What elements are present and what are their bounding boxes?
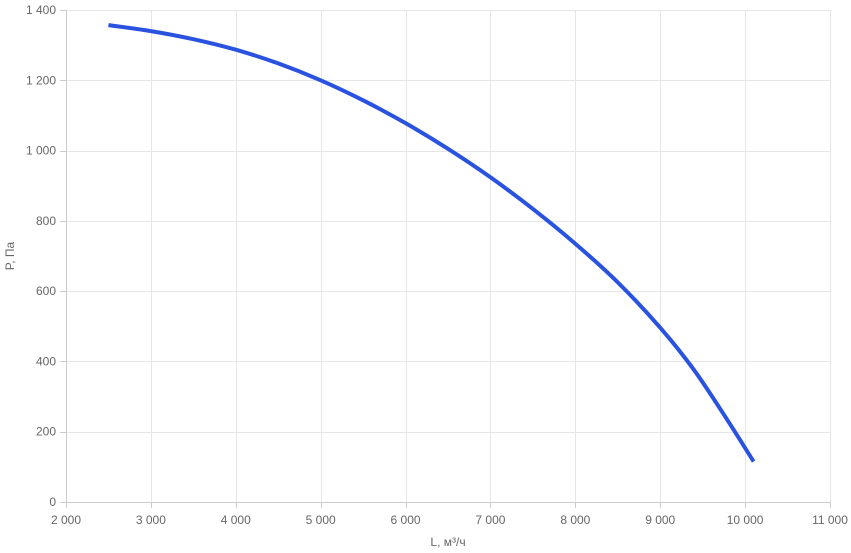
x-axis-title: L, м³/ч xyxy=(430,535,465,549)
y-axis-ticks: 0 200 400 600 800 1 000 1 200 1 400 xyxy=(26,3,66,509)
series-group xyxy=(108,23,756,463)
series-line xyxy=(108,23,756,463)
x-tick-label: 7 000 xyxy=(475,513,505,527)
x-tick-label: 10 000 xyxy=(727,513,764,527)
x-tick-label: 5 000 xyxy=(306,513,336,527)
x-tick-label: 3 000 xyxy=(136,513,166,527)
y-tick-label: 400 xyxy=(36,354,56,368)
y-tick-label: 800 xyxy=(36,214,56,228)
axes xyxy=(66,10,830,503)
y-tick-label: 1 200 xyxy=(26,73,56,87)
grid xyxy=(66,10,831,502)
x-tick-label: 8 000 xyxy=(560,513,590,527)
y-tick-label: 1 400 xyxy=(26,3,56,17)
x-axis-ticks: 2 000 3 000 4 000 5 000 6 000 7 000 8 000 9 000… xyxy=(51,502,848,527)
x-tick-label: 9 000 xyxy=(645,513,675,527)
x-tick-label: 4 000 xyxy=(221,513,251,527)
x-tick-label: 11 000 xyxy=(812,513,848,527)
y-tick-label: 200 xyxy=(36,425,56,439)
x-tick-label: 6 000 xyxy=(391,513,421,527)
y-tick-label: 600 xyxy=(36,284,56,298)
y-tick-label: 0 xyxy=(49,495,56,509)
y-axis-title: P, Па xyxy=(3,241,17,270)
x-tick-label: 2 000 xyxy=(51,513,81,527)
y-tick-label: 1 000 xyxy=(26,144,56,158)
